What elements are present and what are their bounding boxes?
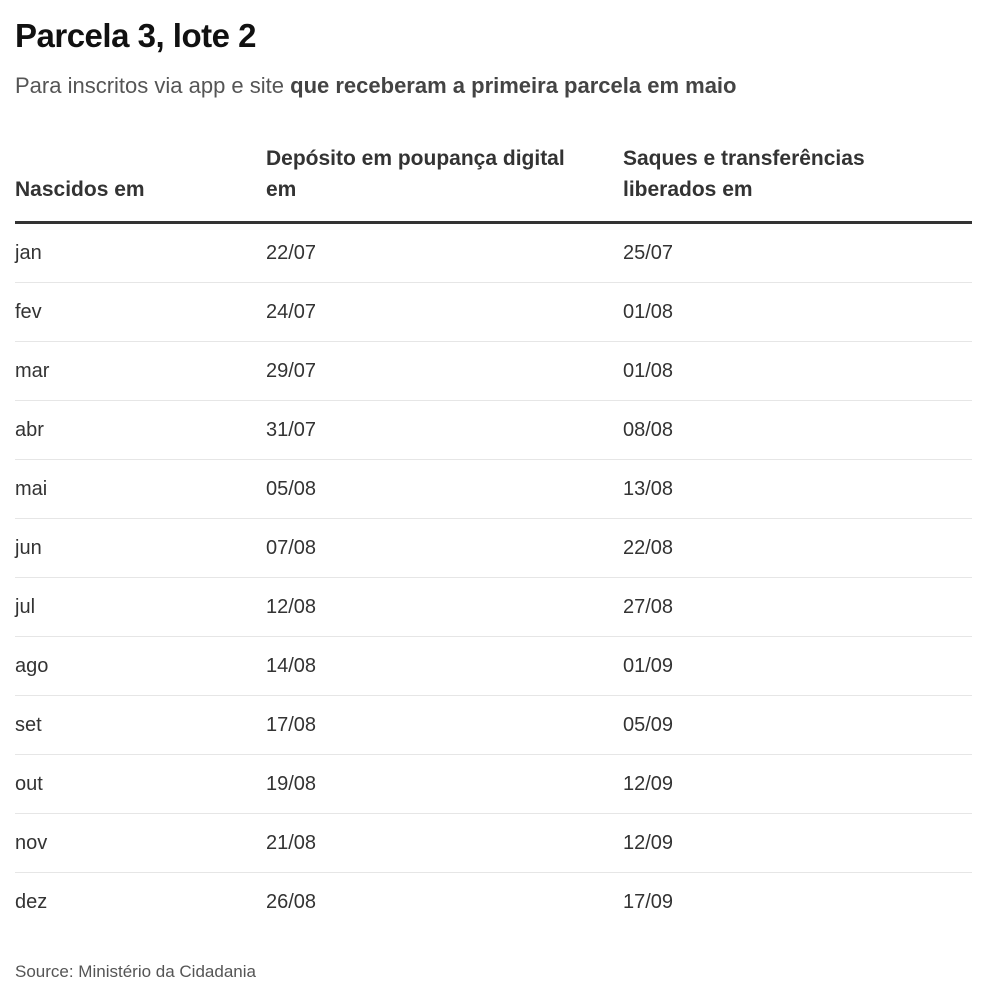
cell-withdrawal: 05/09 [623, 714, 674, 736]
subtitle: Para inscritos via app e site que recebe… [15, 70, 736, 102]
table-row: nov 21/08 12/09 [15, 814, 972, 873]
table-row: mar 29/07 01/08 [15, 342, 972, 401]
table-body: jan 22/07 25/07 fev 24/07 01/08 mar 29/0… [15, 224, 972, 931]
cell-withdrawal: 25/07 [623, 242, 674, 264]
subtitle-prefix: Para inscritos via app e site [15, 73, 291, 98]
page-title: Parcela 3, lote 2 [15, 17, 256, 54]
table-row: dez 26/08 17/09 [15, 873, 972, 931]
cell-withdrawal: 27/08 [623, 596, 674, 618]
table-row: mai 05/08 13/08 [15, 460, 972, 519]
cell-deposit: 07/08 [266, 537, 317, 559]
table-row: set 17/08 05/09 [15, 696, 972, 755]
cell-month: dez [15, 891, 48, 913]
cell-deposit: 14/08 [266, 655, 317, 677]
cell-withdrawal: 01/08 [623, 360, 674, 382]
table-row: out 19/08 12/09 [15, 755, 972, 814]
cell-month: abr [15, 419, 44, 441]
cell-deposit: 12/08 [266, 596, 317, 618]
cell-withdrawal: 17/09 [623, 891, 674, 913]
table-row: jul 12/08 27/08 [15, 578, 972, 637]
cell-deposit: 22/07 [266, 242, 317, 264]
cell-deposit: 17/08 [266, 714, 317, 736]
table-row: ago 14/08 01/09 [15, 637, 972, 696]
cell-deposit: 26/08 [266, 891, 317, 913]
cell-month: mai [15, 478, 48, 500]
cell-deposit: 21/08 [266, 832, 317, 854]
cell-month: jun [15, 537, 42, 559]
cell-deposit: 19/08 [266, 773, 317, 795]
table-row: abr 31/07 08/08 [15, 401, 972, 460]
table-row: jun 07/08 22/08 [15, 519, 972, 578]
cell-withdrawal: 01/09 [623, 655, 674, 677]
cell-deposit: 31/07 [266, 419, 317, 441]
subtitle-emphasis: que receberam a primeira parcela em maio [290, 73, 737, 98]
table-header: Nascidos em Depósito em poupança digital… [15, 143, 972, 224]
cell-deposit: 05/08 [266, 478, 317, 500]
cell-withdrawal: 08/08 [623, 419, 674, 441]
cell-month: mar [15, 360, 50, 382]
cell-month: set [15, 714, 42, 736]
header-deposit-date: Depósito em poupança digital em [266, 147, 565, 201]
cell-month: ago [15, 655, 49, 677]
table-row: fev 24/07 01/08 [15, 283, 972, 342]
cell-month: nov [15, 832, 48, 854]
cell-month: fev [15, 301, 42, 323]
table-row: jan 22/07 25/07 [15, 224, 972, 283]
source-note: Source: Ministério da Cidadania [15, 962, 256, 981]
cell-month: jan [15, 242, 42, 264]
cell-month: jul [15, 596, 36, 618]
header-withdrawal-date: Saques e transferências liberados em [623, 147, 865, 201]
cell-withdrawal: 13/08 [623, 478, 674, 500]
cell-deposit: 24/07 [266, 301, 317, 323]
cell-month: out [15, 773, 43, 795]
cell-withdrawal: 01/08 [623, 301, 674, 323]
cell-deposit: 29/07 [266, 360, 317, 382]
header-born-in: Nascidos em [15, 178, 145, 201]
cell-withdrawal: 12/09 [623, 832, 674, 854]
cell-withdrawal: 12/09 [623, 773, 674, 795]
cell-withdrawal: 22/08 [623, 537, 674, 559]
